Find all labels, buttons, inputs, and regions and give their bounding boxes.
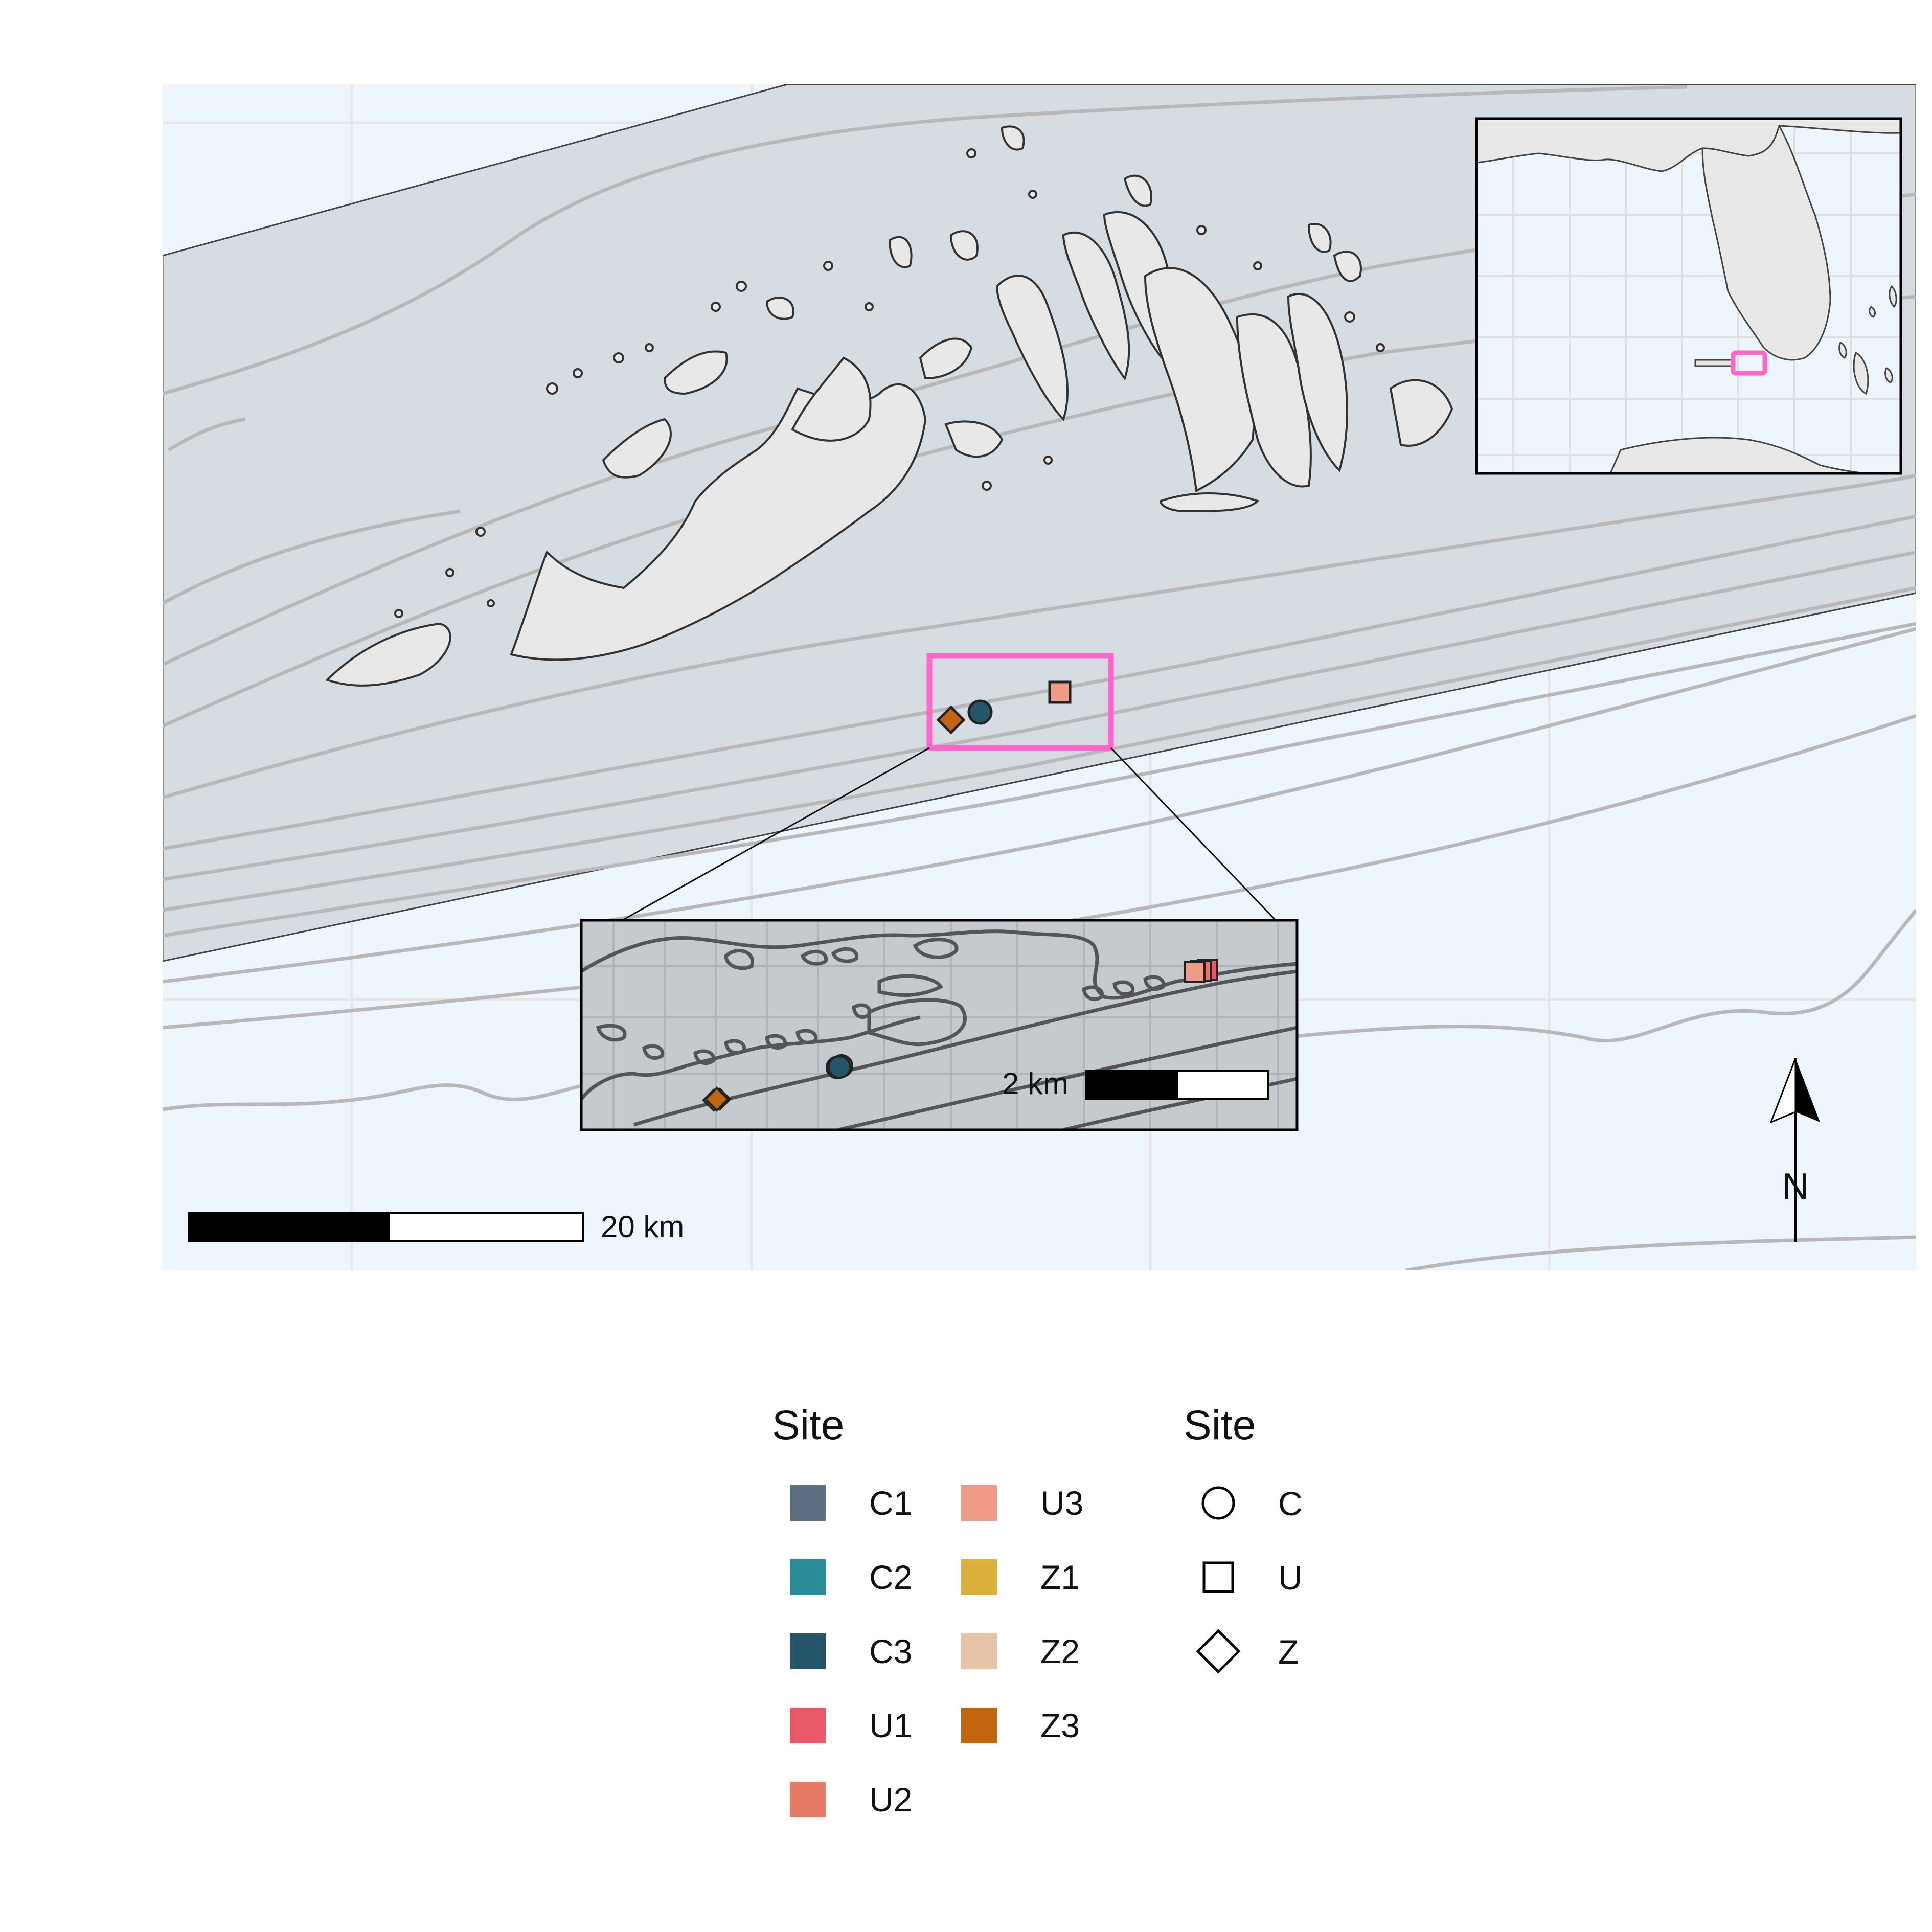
legend-swatch-u1 bbox=[790, 1708, 826, 1743]
scale-bar-inset: 2 km bbox=[1002, 1066, 1269, 1101]
study-area-box bbox=[926, 653, 1114, 751]
inset-callout-lines bbox=[622, 747, 1277, 921]
legend-shape-label-u: U bbox=[1278, 1559, 1303, 1597]
legend-swatch-z1 bbox=[961, 1559, 997, 1595]
north-arrow: N bbox=[1769, 1058, 1820, 1242]
zoom-inset: 2 km bbox=[580, 919, 1299, 1131]
legend-shape-circle-icon bbox=[1201, 1486, 1235, 1520]
legend-fill-title: Site bbox=[772, 1402, 844, 1448]
site-marker-z3[interactable] bbox=[936, 705, 966, 735]
scale-bar-inset-label: 2 km bbox=[1002, 1066, 1069, 1101]
legend-swatch-z3 bbox=[961, 1708, 997, 1743]
legend-swatch-c2 bbox=[790, 1559, 826, 1595]
site-marker-c3[interactable] bbox=[967, 699, 993, 725]
legend-label-c1: C1 bbox=[869, 1484, 912, 1522]
legend-label-u1: U1 bbox=[869, 1707, 912, 1744]
legend-swatch-c3 bbox=[790, 1633, 826, 1669]
legend-label-u2: U2 bbox=[869, 1781, 912, 1819]
inset-marker-c3[interactable] bbox=[828, 1055, 851, 1079]
legend-site-fill: Site C1 C2 C3 U1 U2 U3 Z1 Z2 Z3 bbox=[772, 1402, 1083, 1819]
legend-swatch-z2 bbox=[961, 1633, 997, 1669]
locator-highlight-box bbox=[1731, 350, 1767, 376]
legend-swatch-c1 bbox=[790, 1485, 826, 1521]
inset-marker-z3[interactable] bbox=[704, 1086, 730, 1112]
legend-label-z1: Z1 bbox=[1040, 1558, 1080, 1596]
legend-swatch-u3 bbox=[961, 1485, 997, 1521]
legend-shape-diamond-icon bbox=[1196, 1629, 1241, 1674]
legend-label-c2: C2 bbox=[869, 1558, 912, 1596]
inset-contours bbox=[581, 929, 1297, 1130]
legend-shape-label-c: C bbox=[1278, 1485, 1303, 1522]
locator-inset bbox=[1475, 117, 1902, 475]
land-islands bbox=[325, 125, 1453, 687]
legend-shape-square-icon bbox=[1202, 1561, 1234, 1593]
legend-swatch-u2 bbox=[790, 1782, 826, 1817]
scale-bar-main-label: 20 km bbox=[601, 1210, 684, 1244]
legend-shape-label-z: Z bbox=[1278, 1633, 1299, 1671]
legend-label-z2: Z2 bbox=[1040, 1632, 1080, 1670]
small-islets bbox=[394, 148, 1385, 618]
legend-label-c3: C3 bbox=[869, 1632, 912, 1670]
site-marker-u3[interactable] bbox=[1048, 680, 1072, 704]
legend-site-shape: Site CUZ bbox=[1184, 1402, 1303, 1674]
locator-land bbox=[1476, 119, 1901, 473]
legend-label-z3: Z3 bbox=[1040, 1707, 1080, 1744]
scale-bar-main: 20 km bbox=[188, 1210, 684, 1244]
inset-marker-u3[interactable] bbox=[1184, 961, 1206, 983]
legend-shape-title: Site bbox=[1184, 1402, 1256, 1448]
legend-label-u3: U3 bbox=[1040, 1484, 1083, 1522]
north-arrow-label: N bbox=[1782, 1166, 1809, 1207]
